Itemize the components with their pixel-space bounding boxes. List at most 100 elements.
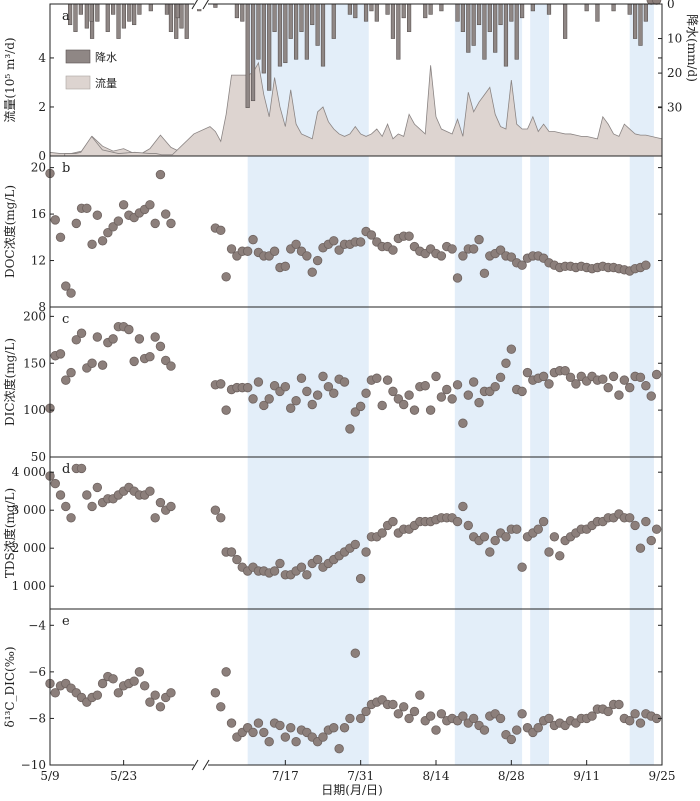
rain-bar-6 [168,3,174,32]
point-d-102 [630,520,640,531]
point-c-73 [474,397,484,408]
point-d-75 [485,547,495,557]
x-tick-label-7: 9/25 [649,769,676,783]
point-c-46 [329,388,339,398]
point-e-70 [458,711,468,721]
point-c-43 [312,390,323,400]
shaded-period-2 [530,4,549,765]
point-c-20 [150,332,160,342]
point-e-99 [614,699,624,710]
y-axis-label-e: δ¹³C_DIC(‰) [3,646,17,727]
point-c-66 [436,392,447,402]
point-b-10 [97,236,108,246]
point-b-13 [113,216,124,226]
point-e-80 [512,725,522,735]
point-d-52 [361,547,371,557]
legend-label-rain: 降水 [95,50,117,64]
point-e-9 [92,690,103,700]
tick-label-e-3: −4 [28,618,46,632]
point-e-47 [334,744,344,754]
point-b-5 [71,218,81,229]
point-b-51 [355,237,366,247]
point-b-25 [216,225,226,236]
point-c-56 [382,375,393,385]
rain-bar-31 [277,3,283,67]
point-e-33 [259,727,269,738]
rain-bar-8 [179,3,184,29]
rain-bar-41 [347,3,353,15]
break-top-a [191,0,198,10]
point-d-105 [646,535,656,546]
rain-bar-18 [148,3,153,12]
rain-bar-30 [272,3,277,32]
point-d-21 [155,497,166,508]
point-d-20 [150,513,160,523]
tick-label-c-0: 50 [31,450,46,464]
point-d-88 [555,551,565,561]
rain-bar-19 [164,3,170,15]
rain-bar-32 [283,3,288,64]
rain-bar-39 [320,3,326,67]
point-b-53 [366,230,377,240]
x-tick-label-5: 8/28 [498,769,525,783]
x-axis-label: 日期(月/日) [321,783,382,797]
panel-letter-c: c [62,312,69,327]
tick-label-d-3: 4 000 [12,465,46,479]
point-c-97 [603,382,613,393]
point-b-8 [87,239,97,249]
tick-label-b-1: 12 [31,254,46,268]
point-e-26 [221,667,231,677]
point-b-7 [82,203,92,213]
rain-bar-74 [632,3,638,39]
point-b-79 [506,252,517,262]
point-e-62 [415,690,425,700]
point-c-76 [490,381,500,392]
x-tick-label-1: 5/23 [110,769,137,783]
point-c-30 [242,382,253,393]
point-d-4 [66,513,76,523]
point-c-61 [409,405,420,415]
x-tick-label-4: 8/14 [423,769,450,783]
point-c-23 [166,361,176,371]
point-e-72 [468,713,479,724]
tick-label-c-3: 200 [23,309,46,323]
tick-label-e-2: −6 [28,665,46,679]
tick-label-c-2: 150 [23,356,46,370]
point-c-77 [495,372,506,383]
rain-bar-71 [595,3,600,22]
point-b-31 [248,234,258,245]
point-d-87 [549,532,560,542]
rain-bar-48 [396,3,401,60]
point-b-41 [302,251,312,261]
point-b-47 [334,245,344,255]
point-e-13 [113,688,124,698]
point-b-30 [242,246,253,256]
rain-bar-54 [455,3,460,22]
point-b-27 [226,244,237,254]
point-b-60 [404,231,414,241]
point-d-8 [87,501,97,512]
rain-bar-51 [423,3,428,19]
point-e-97 [603,706,613,717]
rain-bar-60 [487,3,492,32]
tick-label-a-1: 2 [38,100,46,114]
point-d-81 [517,562,527,572]
point-c-52 [361,388,371,398]
tick-label-c-1: 100 [23,403,46,417]
rain-bar-62 [498,3,503,26]
point-c-103 [635,372,646,383]
point-e-24 [210,688,221,698]
point-e-51 [355,713,366,724]
point-d-43 [312,554,323,565]
point-d-74 [479,532,490,542]
point-b-22 [161,209,171,219]
point-b-19 [145,200,155,210]
point-e-59 [399,702,409,712]
point-e-46 [329,723,339,733]
point-d-23 [166,501,176,512]
point-b-14 [118,200,129,210]
rain-bar-15 [116,3,121,39]
point-c-99 [614,390,624,400]
tick-label-b-0: 8 [38,300,46,314]
point-c-70 [458,418,468,428]
